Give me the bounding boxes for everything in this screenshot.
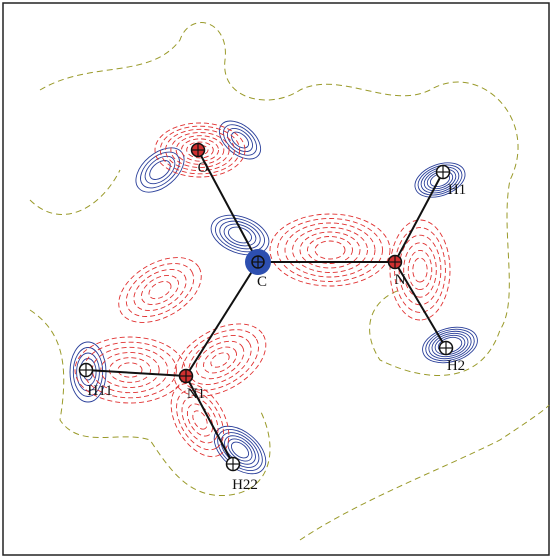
atom-label: H11 (87, 383, 112, 399)
density-map: O C N H1 H2 N1 H11 H22 (0, 0, 552, 558)
atom-label: H22 (232, 477, 258, 493)
atom-label: H2 (447, 358, 465, 374)
frame (3, 3, 549, 555)
atom-label: N (395, 272, 406, 288)
atom-label: C (257, 274, 267, 290)
atom-label: O (198, 160, 209, 176)
atom-label: N1 (187, 386, 205, 402)
atom-label: H1 (448, 182, 466, 198)
